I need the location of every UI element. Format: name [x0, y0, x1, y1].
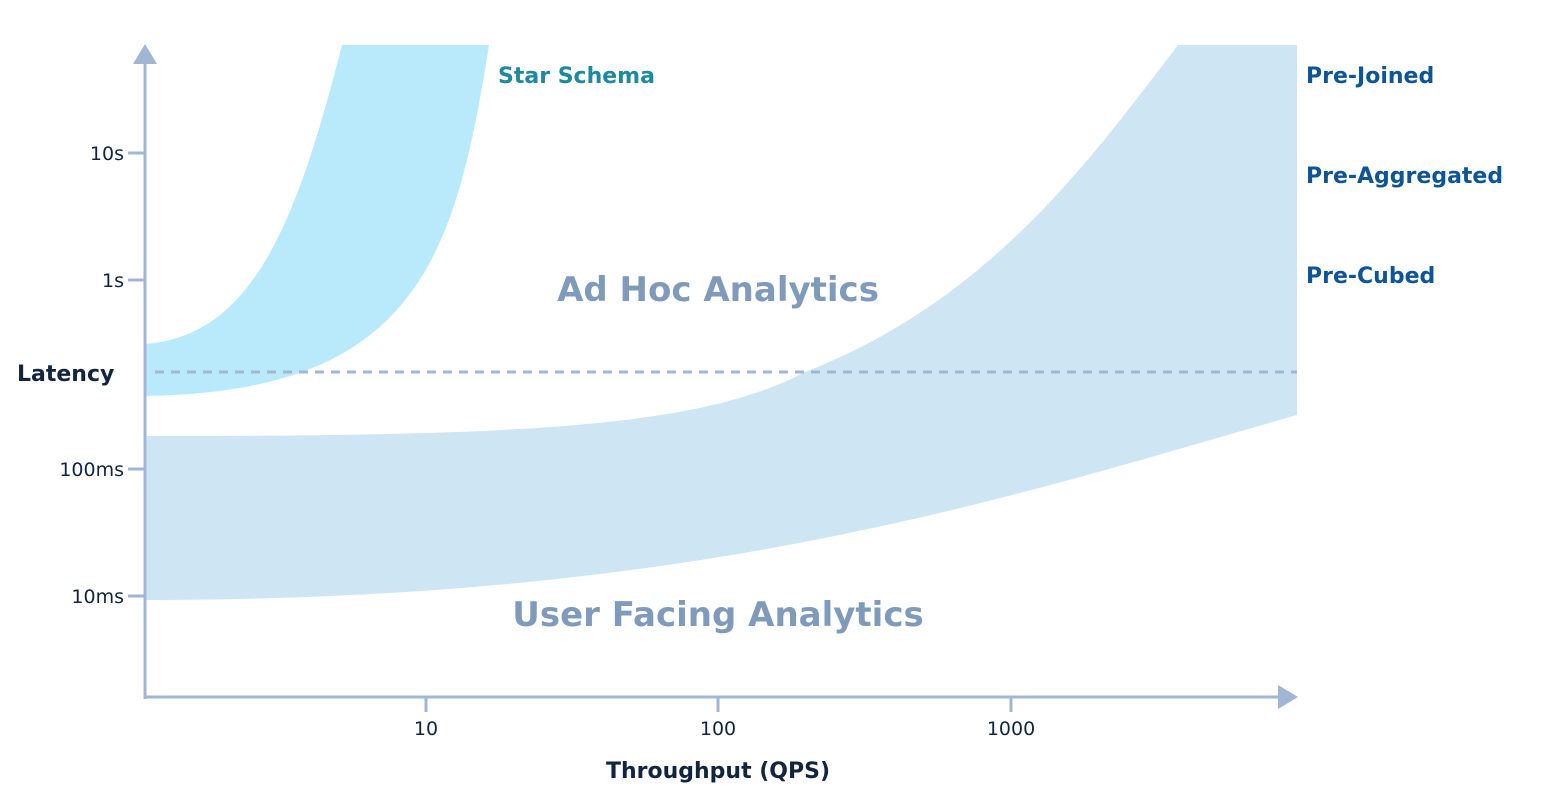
- region-label-ad-hoc: Ad Hoc Analytics: [557, 270, 879, 310]
- star-schema-label: Star Schema: [498, 64, 655, 89]
- region-label-user-facing: User Facing Analytics: [512, 595, 923, 635]
- x-tick-label: 1000: [987, 718, 1035, 740]
- x-tick-label: 10: [414, 718, 438, 740]
- y-axis-title: Latency: [17, 362, 114, 387]
- y-tick-label: 10s: [90, 143, 124, 165]
- y-tick-label: 100ms: [59, 459, 124, 481]
- pre-cubed-label: Pre-Cubed: [1306, 264, 1435, 289]
- y-tick-label: 1s: [102, 270, 124, 292]
- x-tick-label: 100: [700, 718, 736, 740]
- y-tick-label: 10ms: [71, 586, 124, 608]
- pre-joined-label: Pre-Joined: [1306, 64, 1434, 89]
- pre-computed-band: [145, 45, 1297, 600]
- x-axis-arrow-icon: [1278, 685, 1298, 709]
- y-ticks: [128, 151, 145, 598]
- star-schema-band: [145, 45, 489, 396]
- pre-aggregated-label: Pre-Aggregated: [1306, 164, 1503, 189]
- x-axis-title: Throughput (QPS): [606, 759, 830, 784]
- y-axis-arrow-icon: [133, 44, 157, 64]
- x-ticks: [424, 697, 1013, 712]
